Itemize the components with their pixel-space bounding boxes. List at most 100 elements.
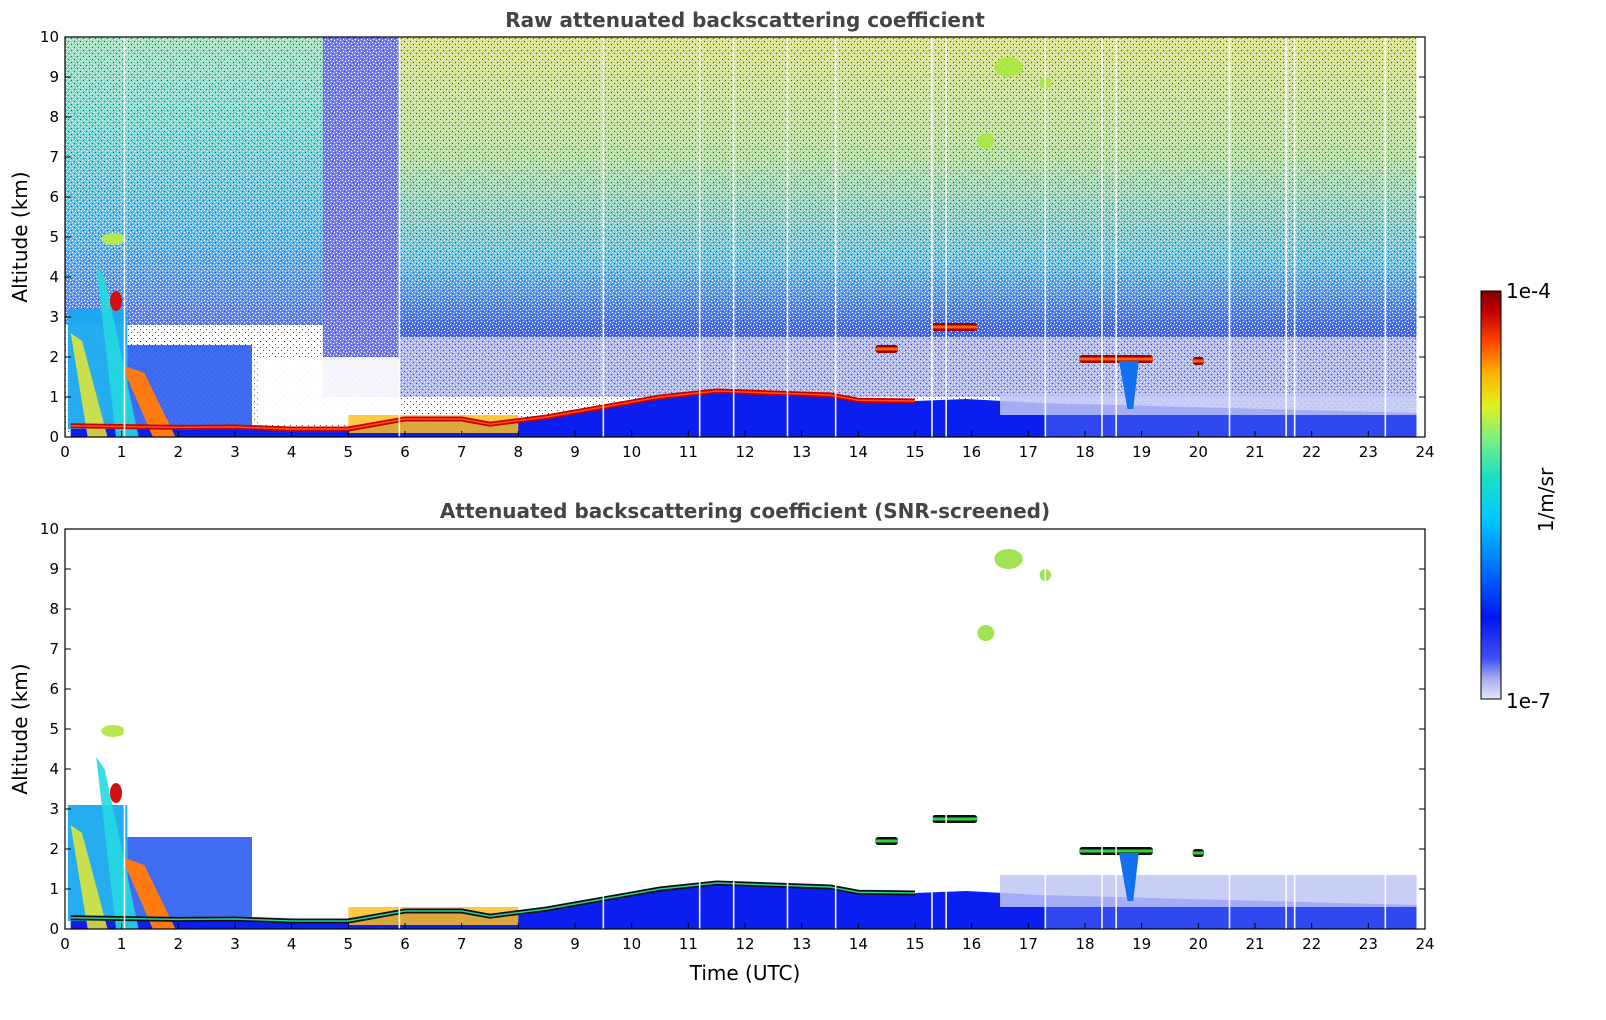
aerosol-hotspot — [110, 783, 122, 803]
chart-title: Attenuated backscattering coefficient (S… — [440, 499, 1050, 523]
cloud-layer-core — [932, 325, 978, 329]
boundary-layer-top-edge — [70, 390, 916, 430]
cloud-layer-core — [1192, 851, 1204, 855]
aerosol-hotspot — [110, 291, 122, 311]
x-tick-label: 24 — [1415, 935, 1434, 953]
x-tick-label: 17 — [1019, 443, 1038, 461]
x-tick-label: 3 — [230, 443, 240, 461]
y-tick-label: 7 — [49, 640, 59, 658]
x-axis-ticks: 0 1 2 3 4 5 6 7 8 9 10 11 12 13 14 15 16 17 18 19 20 21 22 23 24 — [60, 431, 1435, 461]
x-tick-label: 14 — [849, 443, 868, 461]
residual-layer — [1000, 875, 1417, 907]
heatmap-screened — [67, 529, 1417, 929]
x-tick-label: 23 — [1359, 443, 1378, 461]
aerosol-plume-core — [121, 857, 176, 929]
virga — [1119, 361, 1139, 409]
y-tick-label: 2 — [49, 348, 59, 366]
y-tick-label: 10 — [40, 28, 59, 46]
x-tick-label: 14 — [849, 935, 868, 953]
x-tick-label: 2 — [174, 935, 184, 953]
surface-layer — [1045, 415, 1417, 437]
colorbar-min-label: 1e-7 — [1506, 689, 1551, 713]
y-tick-label: 3 — [49, 308, 59, 326]
x-tick-label: 6 — [400, 935, 410, 953]
residual-layer — [1000, 393, 1417, 415]
aerosol-plume-core — [96, 265, 139, 437]
colorbar: 1e-4 1e-7 1/m/sr — [1480, 279, 1558, 713]
x-tick-label: 15 — [905, 935, 924, 953]
x-tick-label: 5 — [344, 935, 354, 953]
x-tick-label: 0 — [60, 443, 70, 461]
x-tick-label: 9 — [570, 935, 580, 953]
aerosol-patch — [994, 57, 1023, 77]
y-tick-label: 7 — [49, 148, 59, 166]
x-tick-label: 20 — [1189, 443, 1208, 461]
x-tick-label: 17 — [1019, 935, 1038, 953]
x-axis-label: Time (UTC) — [689, 961, 801, 985]
colorbar-gradient — [1480, 290, 1502, 700]
colorbar-max-label: 1e-4 — [1506, 279, 1551, 303]
x-tick-label: 7 — [457, 935, 467, 953]
panel-screened: Attenuated backscattering coefficient (S… — [8, 499, 1435, 985]
y-axis-label: Altitude (km) — [8, 663, 32, 794]
x-tick-label: 11 — [679, 443, 698, 461]
x-tick-label: 23 — [1359, 935, 1378, 953]
x-tick-label: 16 — [962, 935, 981, 953]
x-tick-label: 5 — [344, 443, 354, 461]
y-axis-ticks: 0 1 2 3 4 5 6 7 8 9 10 — [40, 28, 1425, 446]
x-tick-label: 11 — [679, 935, 698, 953]
aerosol-plume-core — [70, 825, 108, 929]
x-tick-label: 15 — [905, 443, 924, 461]
virga — [1119, 853, 1139, 901]
y-tick-label: 0 — [49, 920, 59, 938]
surface-layer — [1045, 907, 1417, 929]
x-tick-label: 22 — [1302, 935, 1321, 953]
y-tick-label: 6 — [49, 188, 59, 206]
x-tick-label: 8 — [514, 443, 524, 461]
heatmap-layer — [65, 37, 1417, 437]
x-tick-label: 9 — [570, 443, 580, 461]
y-tick-label: 1 — [49, 880, 59, 898]
x-tick-label: 24 — [1415, 443, 1434, 461]
y-tick-label: 0 — [49, 428, 59, 446]
cloud-layer-core — [875, 839, 898, 843]
x-tick-label: 1 — [117, 935, 127, 953]
x-tick-label: 0 — [60, 935, 70, 953]
y-tick-label: 10 — [40, 520, 59, 538]
x-tick-label: 1 — [117, 443, 127, 461]
x-tick-label: 4 — [287, 935, 297, 953]
x-tick-label: 21 — [1245, 443, 1264, 461]
x-tick-label: 19 — [1132, 443, 1151, 461]
x-tick-label: 6 — [400, 443, 410, 461]
x-tick-label: 21 — [1245, 935, 1264, 953]
y-tick-label: 8 — [49, 108, 59, 126]
heatmap-layer — [67, 529, 1417, 929]
aerosol-hotspot — [101, 725, 126, 737]
cloud-layer-core — [1192, 359, 1204, 363]
x-axis-ticks: 0 1 2 3 4 5 6 7 8 9 10 11 12 13 14 15 16 17 18 19 20 21 22 23 24 — [60, 923, 1435, 953]
x-tick-label: 19 — [1132, 935, 1151, 953]
panel-raw: Raw attenuated backscattering coefficien… — [8, 8, 1435, 461]
y-axis-label: Altitude (km) — [8, 171, 32, 302]
x-tick-label: 18 — [1075, 443, 1094, 461]
y-tick-label: 9 — [49, 68, 59, 86]
aerosol-hotspot — [101, 233, 126, 245]
aerosol-plume-core — [121, 365, 176, 437]
x-tick-label: 13 — [792, 935, 811, 953]
plot-frame — [64, 528, 1426, 930]
y-axis-ticks: 0 1 2 3 4 5 6 7 8 9 10 — [40, 520, 1425, 938]
x-tick-label: 4 — [287, 443, 297, 461]
aerosol-plume-core — [70, 333, 108, 437]
y-tick-label: 9 — [49, 560, 59, 578]
y-tick-label: 8 — [49, 600, 59, 618]
x-tick-label: 13 — [792, 443, 811, 461]
x-tick-label: 12 — [735, 443, 754, 461]
cloud-layer-core — [875, 347, 898, 351]
x-tick-label: 18 — [1075, 935, 1094, 953]
y-tick-label: 6 — [49, 680, 59, 698]
y-tick-label: 4 — [49, 760, 59, 778]
clear-gap — [257, 357, 400, 423]
chart-title: Raw attenuated backscattering coefficien… — [505, 8, 985, 32]
x-tick-label: 16 — [962, 443, 981, 461]
